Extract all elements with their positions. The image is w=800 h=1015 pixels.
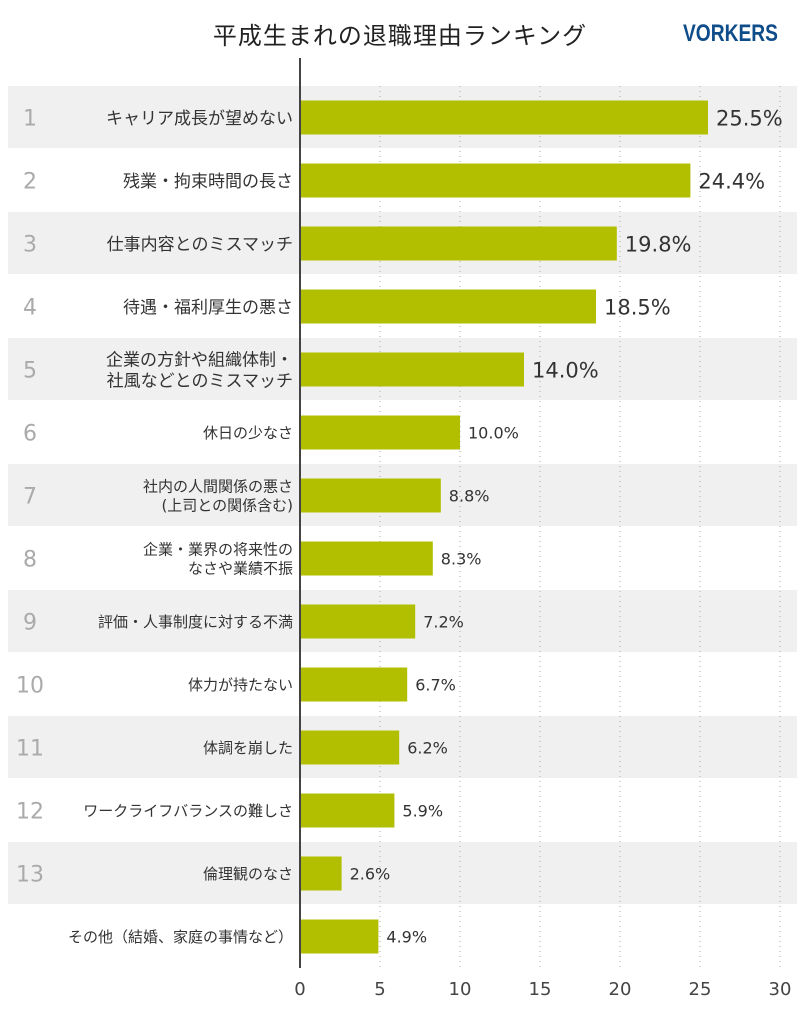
bar	[300, 478, 441, 513]
rank-number: 8	[23, 548, 37, 573]
rank-number: 11	[16, 737, 44, 762]
category-label: 社風などとのミスマッチ	[107, 372, 293, 392]
x-tick-label: 10	[449, 979, 472, 1000]
category-label: 残業・拘束時間の長さ	[123, 172, 293, 192]
row-stripe	[8, 842, 797, 904]
x-tick-label: 0	[294, 979, 305, 1000]
data-label: 10.0%	[468, 424, 519, 443]
x-tick-label: 20	[609, 979, 632, 1000]
category-label: 休日の少なさ	[203, 424, 293, 442]
x-tick-label: 30	[769, 979, 792, 1000]
rank-number: 3	[23, 233, 37, 258]
x-tick-label: 15	[529, 979, 552, 1000]
category-label: 体力が持たない	[188, 676, 293, 694]
category-label: 仕事内容とのミスマッチ	[107, 235, 293, 255]
category-label: 企業の方針や組織体制・	[106, 351, 293, 371]
category-label: (上司との関係含む)	[161, 497, 293, 515]
category-label: 待遇・福利厚生の悪さ	[123, 298, 293, 318]
rank-number: 5	[23, 359, 37, 384]
bar	[300, 415, 460, 450]
bar	[300, 100, 708, 135]
data-label: 25.5%	[716, 107, 783, 131]
category-label: 評価・人事制度に対する不満	[98, 613, 293, 631]
data-label: 24.4%	[698, 170, 765, 194]
data-label: 7.2%	[423, 613, 464, 632]
bar	[300, 226, 617, 261]
data-label: 6.2%	[407, 739, 448, 758]
bar	[300, 289, 596, 324]
chart-title: 平成生まれの退職理由ランキング	[212, 22, 588, 50]
bar	[300, 541, 433, 576]
data-label: 6.7%	[415, 676, 456, 695]
category-label: ワークライフバランスの難しさ	[83, 802, 293, 820]
category-label: なさや業績不振	[188, 560, 293, 578]
bar	[300, 352, 524, 387]
bar	[300, 163, 691, 198]
data-label: 4.9%	[386, 928, 427, 947]
rank-number: 6	[23, 422, 37, 447]
row-stripe	[8, 716, 797, 778]
bar	[300, 604, 416, 639]
category-label: 企業・業界の将来性の	[143, 541, 293, 559]
data-label: 19.8%	[625, 233, 692, 257]
bar	[300, 667, 408, 702]
rank-number: 9	[23, 611, 37, 636]
bar	[300, 856, 342, 891]
category-label: 体調を崩した	[203, 739, 293, 757]
category-label: その他（結婚、家庭の事情など）	[68, 928, 293, 946]
data-label: 14.0%	[532, 359, 599, 383]
data-label: 8.3%	[441, 550, 482, 569]
bar	[300, 919, 379, 954]
data-label: 2.6%	[350, 865, 391, 884]
rank-number: 1	[23, 107, 37, 132]
rank-number: 7	[23, 485, 37, 510]
category-label: キャリア成長が望めない	[106, 109, 293, 129]
data-label: 8.8%	[449, 487, 490, 506]
x-tick-label: 5	[374, 979, 385, 1000]
x-tick-label: 25	[689, 979, 712, 1000]
category-label: 倫理観のなさ	[203, 865, 293, 883]
rank-number: 10	[16, 674, 44, 699]
rank-number: 12	[16, 800, 44, 825]
data-label: 5.9%	[402, 802, 443, 821]
bar	[300, 730, 400, 765]
vorkers-logo: VORKERS	[683, 20, 778, 47]
data-label: 18.5%	[604, 296, 671, 320]
rank-number: 2	[23, 170, 37, 195]
rank-number: 13	[16, 863, 44, 888]
bar	[300, 793, 395, 828]
rank-number: 4	[23, 296, 37, 321]
category-label: 社内の人間関係の悪さ	[143, 478, 293, 496]
